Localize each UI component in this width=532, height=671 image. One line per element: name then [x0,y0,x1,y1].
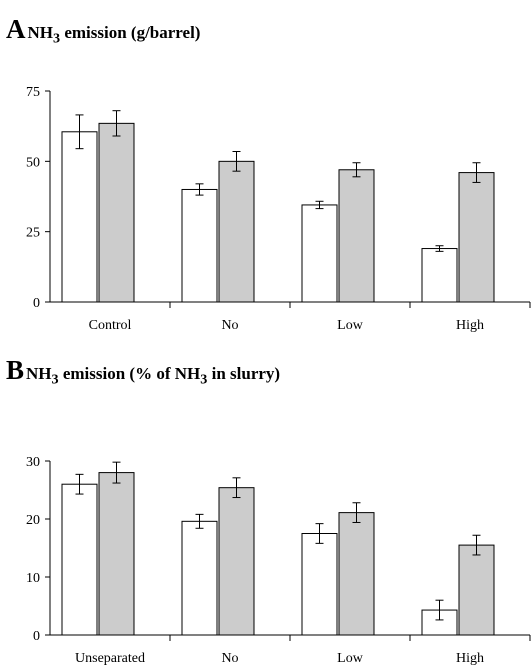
y-tick-label-3: 75 [26,85,40,100]
y-tick-label-0: 0 [33,629,40,644]
bar-s2-1 [218,487,255,636]
panel-a-letter: A [6,14,26,44]
panel-a-title: A NH3 emission (g/barrel) [6,14,200,47]
bar-s2-0 [98,122,135,303]
x-category-label-2: Low [337,318,364,333]
y-tick-label-1: 25 [26,226,40,241]
bar-s2-2 [338,169,375,303]
panel-a-title-text: NH3 emission (g/barrel) [27,23,201,47]
bar-s1-1 [181,188,218,303]
bar-s1-3 [421,248,458,303]
bar-s2-2 [338,512,375,636]
panel-b-title-text: NH3 emission (% of NH3 in slurry) [26,364,281,388]
chart-b: 0 10 20 30 Unseparated No Low High [26,455,531,666]
x-category-label-2: Low [337,651,364,666]
y-tick-label-3: 30 [26,455,40,470]
x-category-label-3: High [456,318,484,333]
x-category-label-3: High [456,651,484,666]
panel-a: A NH3 emission (g/barrel) 0 25 50 75 Control N… [6,14,531,333]
y-tick-label-2: 20 [26,513,40,528]
x-category-label-1: No [221,651,238,666]
y-tick-label-1: 10 [26,571,40,586]
bar-s1-1 [181,520,218,636]
x-category-label-0: Control [89,318,132,333]
x-category-label-0: Unseparated [75,651,145,666]
chart-a: 0 25 50 75 Control No Low High [26,85,531,333]
panel-b: B NH3 emission (% of NH3 in slurry) 0 10 20… [0,345,532,671]
bar-s2-3 [458,544,495,636]
y-tick-label-0: 0 [33,296,40,311]
bar-s1-2 [301,204,338,303]
bar-s2-0 [98,472,135,636]
panel-b-title: B NH3 emission (% of NH3 in slurry) [6,355,280,388]
y-tick-label-2: 50 [26,155,40,170]
x-category-label-1: No [221,318,238,333]
bar-s1-0 [61,483,98,636]
bar-s2-3 [458,172,495,303]
bar-s2-1 [218,160,255,303]
bar-s1-2 [301,533,338,636]
bar-s1-0 [61,131,98,303]
panel-b-letter: B [6,355,25,385]
